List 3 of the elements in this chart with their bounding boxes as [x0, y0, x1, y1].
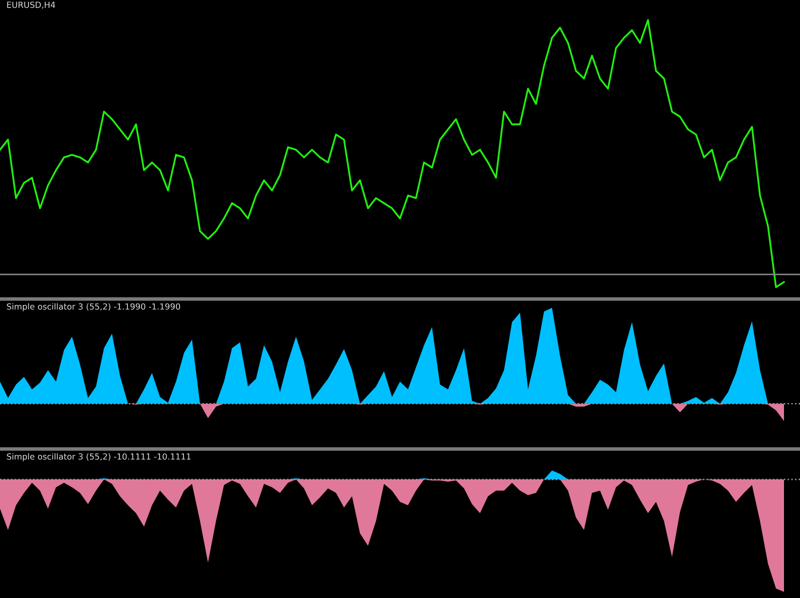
chart-title: Simple oscillator 3 (55,2) -1.1990 -1.1990	[6, 303, 180, 312]
chart-title: EURUSD,H4	[7, 2, 56, 9]
chart-title: Simple oscillator 3 (55,2) -10.1111 -10.1111	[6, 453, 190, 462]
